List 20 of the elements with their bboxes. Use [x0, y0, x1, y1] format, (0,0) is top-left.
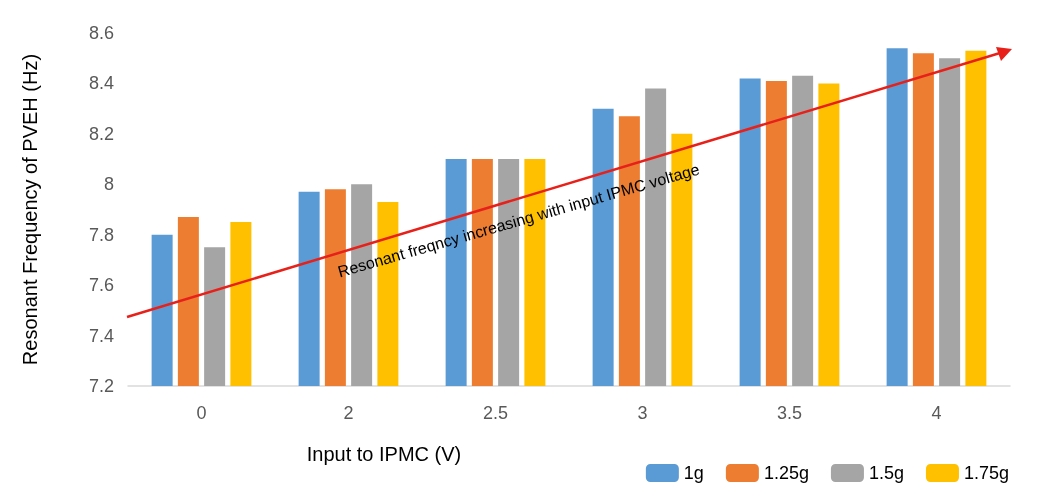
- x-tick-label: 0: [196, 403, 207, 423]
- legend-label: 1.5g: [868, 463, 904, 483]
- legend-label: 1.25g: [763, 463, 809, 483]
- x-tick-label: 3: [637, 403, 648, 423]
- y-tick-label: 8: [103, 174, 114, 195]
- y-tick-label: 7.2: [88, 376, 114, 396]
- x-tick-label: 2.5: [482, 403, 509, 423]
- x-tick-label: 3.5: [776, 403, 803, 423]
- y-axis-title: Resonant Frequency of PVEH (Hz): [19, 53, 41, 366]
- y-tick-label: 7.8: [88, 224, 114, 245]
- y-tick-label: 8.2: [88, 123, 114, 144]
- y-tick-label: 8.6: [88, 23, 114, 43]
- y-tick-label: 7.4: [88, 325, 114, 346]
- y-tick-label: 8.4: [88, 73, 114, 94]
- legend-label: 1g: [683, 463, 704, 483]
- legend-label: 1.75g: [963, 463, 1009, 483]
- y-tick-label: 7.6: [88, 275, 114, 296]
- x-tick-label: 2: [343, 403, 354, 423]
- x-tick-label: 4: [931, 403, 942, 423]
- x-axis-title: Input to IPMC (V): [306, 443, 462, 465]
